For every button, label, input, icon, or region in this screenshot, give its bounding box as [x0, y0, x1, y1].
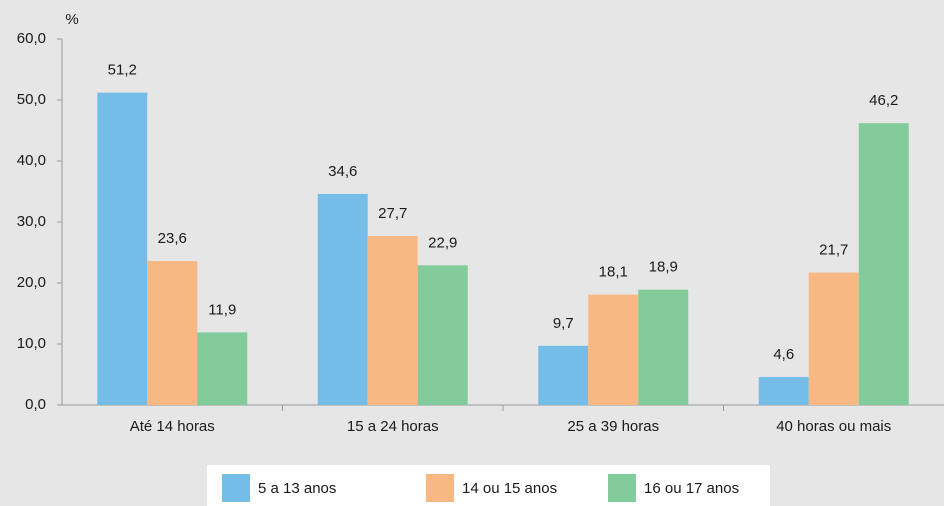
value-label: 4,6 — [773, 346, 794, 363]
y-tick-label: 40,0 — [17, 152, 46, 169]
y-tick-label: 0,0 — [25, 396, 46, 413]
legend-swatch — [222, 474, 250, 502]
bar — [758, 376, 809, 405]
legend-label: 5 a 13 anos — [258, 480, 336, 497]
y-tick-label: 10,0 — [17, 335, 46, 352]
bar — [858, 123, 909, 406]
value-label: 46,2 — [869, 92, 898, 109]
bar — [97, 92, 148, 406]
bar — [317, 193, 368, 405]
value-label: 18,9 — [649, 259, 678, 276]
value-label: 27,7 — [378, 205, 407, 222]
bar — [197, 332, 248, 405]
bar — [808, 272, 859, 405]
value-label: 22,9 — [428, 234, 457, 251]
value-label: 9,7 — [553, 315, 574, 332]
x-tick-label: Até 14 horas — [130, 418, 215, 435]
value-label: 18,1 — [599, 264, 628, 281]
y-tick-label: 50,0 — [17, 91, 46, 108]
legend-swatch — [608, 474, 636, 502]
y-tick-label: 60,0 — [17, 30, 46, 47]
bar — [417, 265, 468, 405]
y-axis-label: % — [65, 11, 78, 28]
value-label: 23,6 — [158, 230, 187, 247]
legend-label: 14 ou 15 anos — [462, 480, 557, 497]
legend-box — [207, 465, 770, 506]
value-label: 51,2 — [108, 62, 137, 79]
legend-label: 16 ou 17 anos — [644, 480, 739, 497]
value-label: 21,7 — [819, 242, 848, 259]
legend-swatch — [426, 474, 454, 502]
y-tick-label: 30,0 — [17, 213, 46, 230]
bar — [538, 345, 589, 405]
x-tick-label: 15 a 24 horas — [347, 418, 439, 435]
bar — [147, 261, 198, 405]
value-label: 34,6 — [328, 163, 357, 180]
bar — [638, 289, 689, 405]
x-tick-label: 25 a 39 horas — [567, 418, 659, 435]
bar — [588, 294, 639, 405]
bar — [367, 236, 418, 405]
x-tick-label: 40 horas ou mais — [776, 418, 891, 435]
y-tick-label: 20,0 — [17, 274, 46, 291]
value-label: 11,9 — [208, 301, 236, 318]
